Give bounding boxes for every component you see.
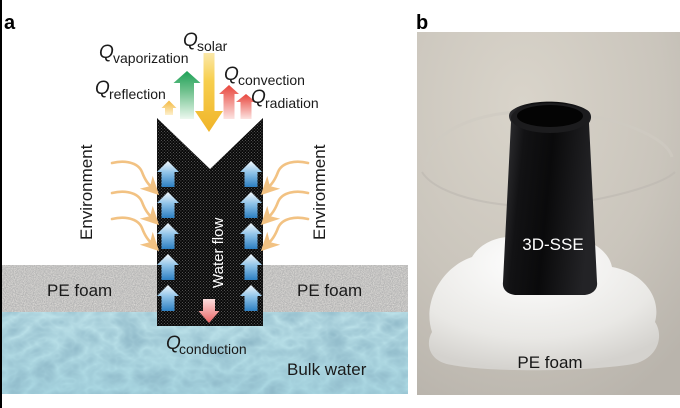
svg-text:Q: Q [183, 30, 198, 51]
svg-text:Q: Q [224, 64, 239, 85]
svg-text:PE foam: PE foam [297, 281, 362, 300]
svg-text:Environment: Environment [310, 144, 329, 240]
svg-text:vaporization: vaporization [113, 50, 189, 66]
svg-text:PE foam: PE foam [517, 353, 582, 372]
svg-text:3D-SSE: 3D-SSE [522, 235, 583, 254]
svg-text:Environment: Environment [77, 144, 96, 240]
svg-text:Q: Q [95, 78, 110, 99]
svg-text:Q: Q [251, 87, 266, 108]
svg-text:conduction: conduction [179, 341, 247, 357]
svg-text:Bulk water: Bulk water [287, 360, 367, 379]
svg-text:reflection: reflection [109, 86, 166, 102]
svg-text:Q: Q [99, 42, 114, 63]
svg-text:convection: convection [238, 72, 305, 88]
svg-text:Water flow: Water flow [210, 218, 227, 288]
svg-text:solar: solar [197, 38, 228, 54]
svg-text:radiation: radiation [265, 95, 319, 111]
svg-text:PE foam: PE foam [47, 281, 112, 300]
